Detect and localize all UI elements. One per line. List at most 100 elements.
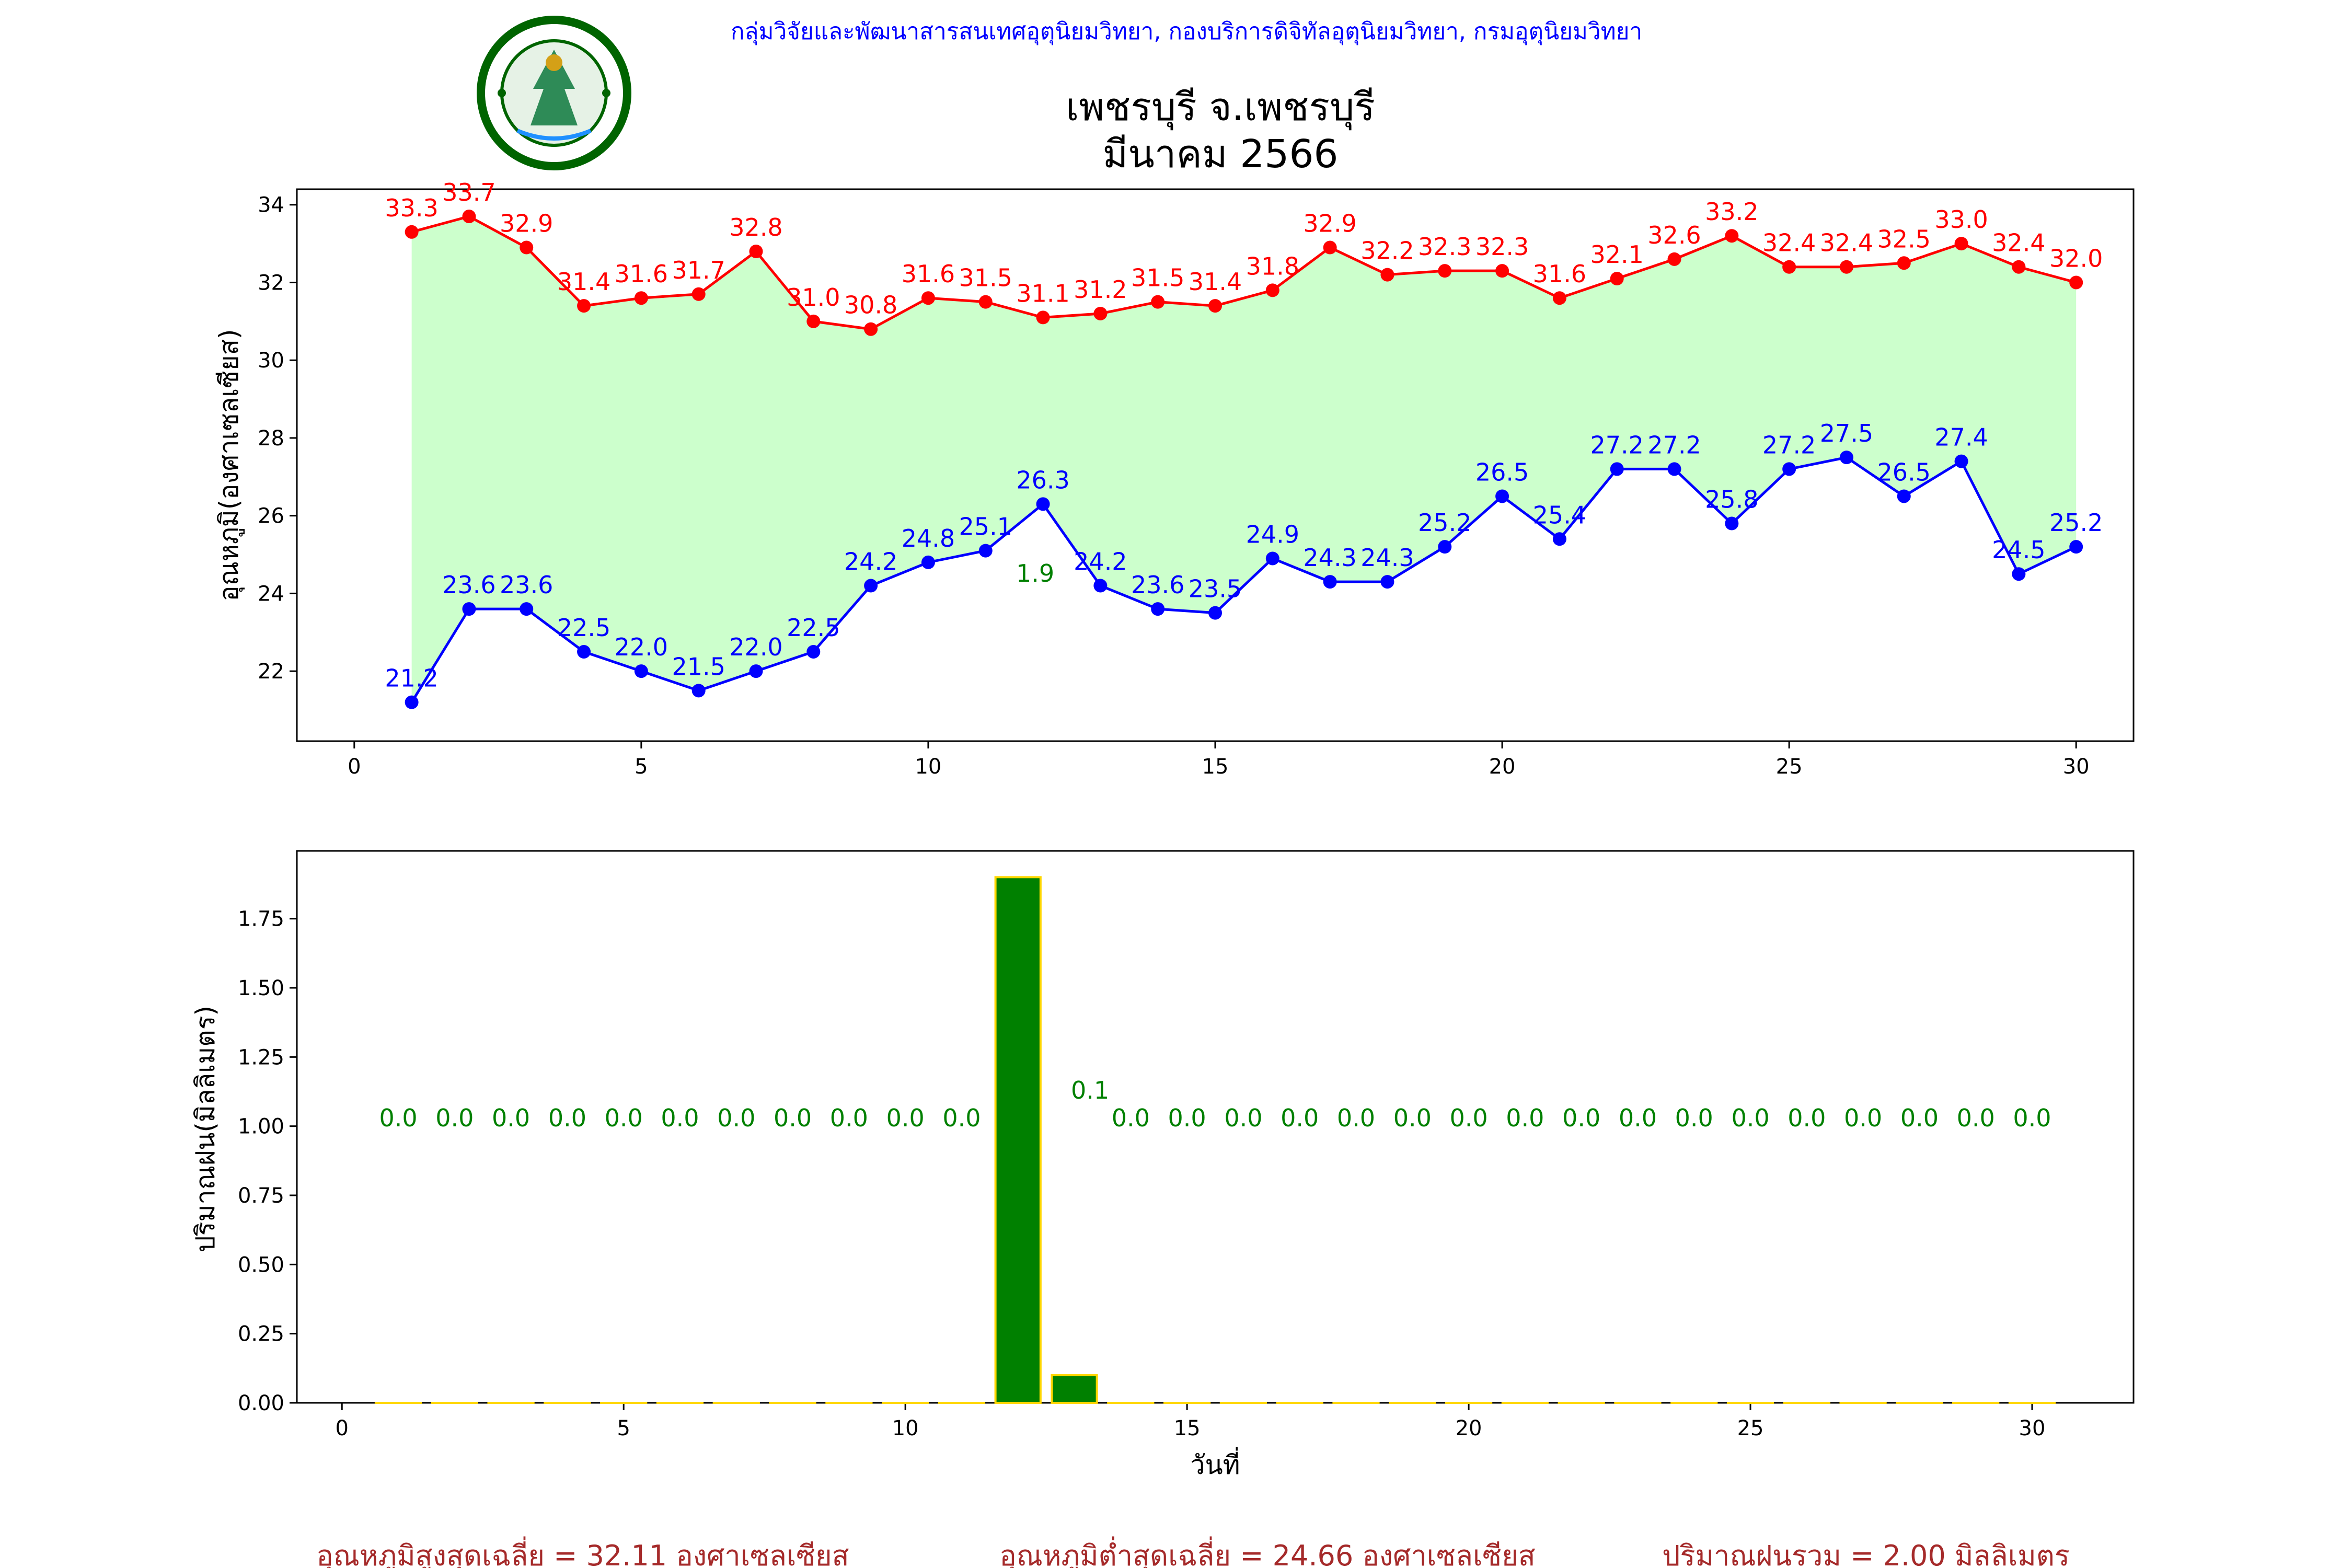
min-temperature-point (806, 644, 821, 659)
max-temperature-point (1725, 229, 1739, 243)
rainfall-data-label: 0.0 (774, 1104, 812, 1132)
max-temperature-data-label: 32.4 (1992, 229, 2045, 257)
max-temperature-data-label: 32.5 (1877, 225, 1931, 253)
min-temperature-data-label: 25.2 (1418, 509, 1471, 537)
min-temperature-point (1438, 540, 1452, 554)
rainfall-data-label: 0.0 (435, 1104, 474, 1132)
min-temperature-data-label: 26.5 (1475, 458, 1529, 486)
min-temperature-data-label: 24.3 (1303, 544, 1356, 572)
max-temperature-point (749, 244, 763, 258)
min-temperature-data-label: 27.5 (1820, 419, 1873, 447)
min-temperature-point (520, 602, 534, 616)
temperature-y-tick-label: 28 (258, 426, 284, 451)
max-temperature-point (978, 295, 993, 309)
max-temperature-point (864, 322, 878, 336)
max-temperature-data-label: 32.4 (1820, 229, 1873, 257)
min-temperature-data-label: 21.5 (672, 652, 725, 681)
rainfall-data-label: 0.0 (1112, 1104, 1150, 1132)
min-temperature-data-label: 22.5 (557, 614, 610, 642)
max-temperature-point (634, 291, 648, 305)
rainfall-bar (1051, 1374, 1098, 1404)
rainfall-data-label: 0.0 (661, 1104, 699, 1132)
rainfall-data-label: 0.0 (1449, 1104, 1488, 1132)
min-temperature-data-label: 27.2 (1590, 431, 1643, 459)
min-temperature-point (2012, 567, 2026, 581)
max-temperature-data-label: 31.1 (1016, 279, 1069, 307)
temperature-y-tick-label: 24 (258, 582, 284, 606)
min-temperature-point (921, 555, 935, 569)
max-temperature-data-label: 31.0 (787, 283, 840, 312)
max-temperature-data-label: 33.2 (1705, 198, 1758, 226)
max-temperature-point (1782, 260, 1796, 274)
max-temperature-point (1323, 240, 1337, 255)
temperature-y-axis-label: อุณหภูมิ(องศาเซลเซียส) (214, 329, 245, 601)
rainfall-x-tick-label: 25 (1737, 1416, 1764, 1440)
max-temperature-data-label: 32.4 (1762, 229, 1816, 257)
max-temperature-point (1380, 268, 1394, 282)
rainfall-data-label: 0.0 (942, 1104, 981, 1132)
max-temperature-point (1552, 291, 1566, 305)
min-temperature-point (1380, 575, 1394, 589)
min-temperature-point (1495, 489, 1509, 503)
min-temperature-point (2069, 540, 2083, 554)
min-temperature-data-label: 27.2 (1762, 431, 1816, 459)
temperature-y-tick-label: 22 (258, 660, 284, 684)
max-temperature-point (2069, 275, 2083, 290)
min-temperature-data-label: 27.4 (1934, 423, 1988, 452)
min-temperature-point (1839, 451, 1853, 465)
temperature-x-tick-label: 25 (1776, 755, 1803, 779)
min-temperature-data-label: 26.3 (1016, 466, 1069, 494)
rainfall-data-label: 0.0 (2013, 1104, 2051, 1132)
rainfall-x-tick-label: 0 (336, 1416, 349, 1440)
max-temperature-data-label: 33.7 (442, 178, 495, 206)
temperature-x-tick-label: 10 (915, 755, 941, 779)
max-temperature-data-label: 31.5 (1131, 264, 1184, 292)
temperature-range-fill (411, 216, 2077, 702)
temperature-y-tick-label: 26 (258, 504, 284, 528)
min-temperature-data-label: 24.2 (1074, 548, 1127, 576)
min-temperature-data-label: 22.5 (787, 614, 840, 642)
rainfall-data-label: 0.0 (1506, 1104, 1544, 1132)
min-temperature-data-label: 22.0 (729, 633, 782, 661)
min-temperature-point (1782, 462, 1796, 476)
rainfall-y-tick-label: 0.50 (238, 1253, 284, 1277)
max-temperature-point (1610, 272, 1624, 286)
max-temperature-point (2012, 260, 2026, 274)
rainfall-data-label: 0.0 (1337, 1104, 1375, 1132)
rainfall-x-tick-label: 20 (1456, 1416, 1482, 1440)
rainfall-data-label: 0.0 (1562, 1104, 1600, 1132)
rainfall-y-tick-label: 1.25 (238, 1045, 284, 1069)
rainfall-data-label: 0.0 (886, 1104, 925, 1132)
min-temperature-data-label: 27.2 (1647, 431, 1701, 459)
max-temperature-point (577, 299, 591, 313)
max-temperature-point (1667, 252, 1681, 266)
max-temperature-point (1897, 256, 1911, 270)
rainfall-data-label: 0.0 (1619, 1104, 1657, 1132)
min-temperature-point (978, 544, 993, 558)
rainfall-data-label: 0.0 (717, 1104, 755, 1132)
max-temperature-point (1438, 264, 1452, 278)
min-temperature-point (1552, 532, 1566, 546)
max-temperature-data-label: 33.0 (1934, 205, 1988, 234)
max-temperature-point (1036, 310, 1050, 325)
max-temperature-data-label: 32.6 (1647, 221, 1701, 249)
max-temperature-point (691, 287, 706, 301)
max-temperature-data-label: 31.6 (902, 260, 955, 288)
max-temperature-point (405, 225, 419, 239)
min-temperature-point (749, 664, 763, 678)
min-temperature-data-label: 24.9 (1246, 520, 1299, 548)
temperature-x-tick-label: 15 (1202, 755, 1229, 779)
min-temperature-data-label: 23.6 (500, 571, 553, 599)
rainfall-data-label: 0.0 (605, 1104, 643, 1132)
max-temperature-point (1208, 299, 1222, 313)
max-temperature-point (1151, 295, 1165, 309)
min-temperature-point (691, 684, 706, 698)
chart-title-line2: มีนาคม 2566 (1102, 132, 1338, 177)
temperature-y-tick-label: 32 (258, 271, 284, 295)
min-temperature-data-label: 25.4 (1533, 501, 1586, 529)
rain-annotation-label: 1.9 (1016, 559, 1054, 587)
max-temperature-point (1954, 237, 1968, 251)
rainfall-chart: ปริมาณฝน(มิลลิเมตร) วันที่ 0 5 10 15 20 25 30 0… (190, 850, 2135, 1480)
max-temperature-point (1265, 283, 1279, 297)
